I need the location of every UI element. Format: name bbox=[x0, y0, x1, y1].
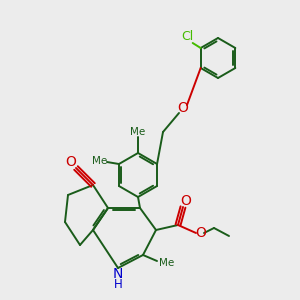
Text: O: O bbox=[178, 101, 188, 115]
Text: H: H bbox=[114, 278, 122, 290]
Text: Me: Me bbox=[130, 127, 146, 137]
Text: Me: Me bbox=[92, 156, 108, 166]
Text: Me: Me bbox=[159, 258, 175, 268]
Text: Cl: Cl bbox=[182, 31, 194, 44]
Text: N: N bbox=[113, 267, 123, 281]
Text: O: O bbox=[196, 226, 206, 240]
Text: O: O bbox=[66, 155, 76, 169]
Text: O: O bbox=[181, 194, 191, 208]
